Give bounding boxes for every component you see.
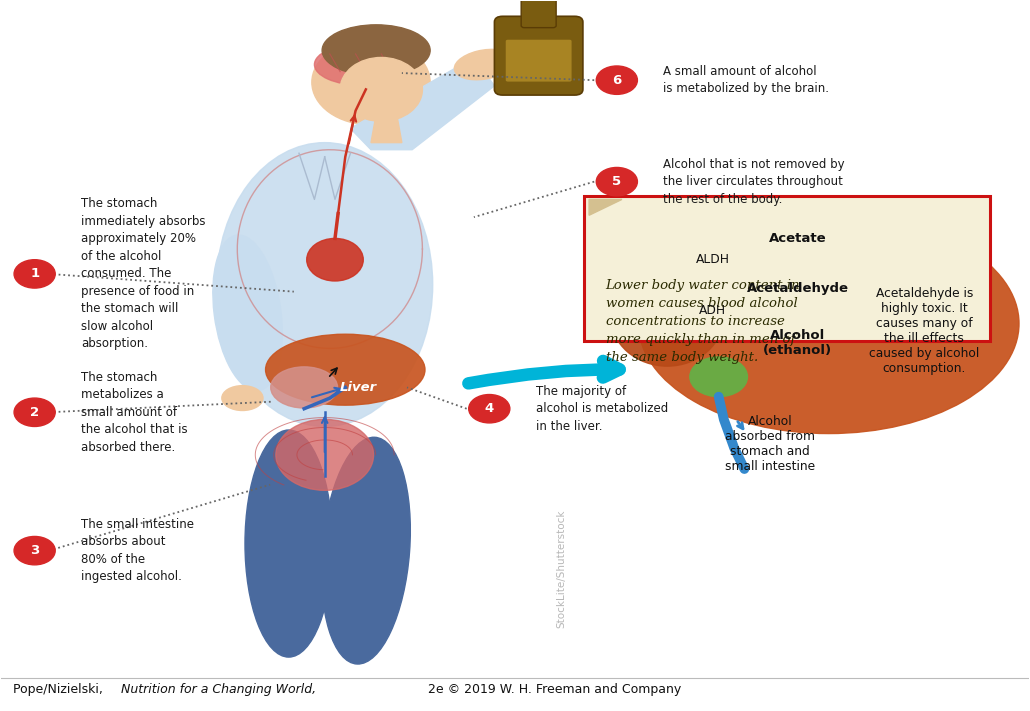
Ellipse shape (307, 238, 364, 281)
Circle shape (729, 307, 750, 321)
Text: Acetate: Acetate (769, 232, 827, 245)
Circle shape (719, 312, 740, 326)
Circle shape (740, 312, 760, 326)
Text: 1: 1 (30, 267, 39, 280)
Polygon shape (589, 199, 622, 215)
Text: Pope/Nizielski,: Pope/Nizielski, (13, 683, 107, 695)
FancyBboxPatch shape (521, 0, 556, 28)
Text: 2e © 2019 W. H. Freeman and Company: 2e © 2019 W. H. Freeman and Company (424, 683, 682, 695)
Ellipse shape (314, 44, 407, 85)
FancyBboxPatch shape (584, 196, 990, 341)
Ellipse shape (221, 385, 263, 410)
Text: Alcohol
(ethanol): Alcohol (ethanol) (763, 328, 832, 357)
Circle shape (469, 395, 510, 423)
Ellipse shape (340, 58, 422, 122)
Text: The stomach
metabolizes a
small amount of
the alcohol that is
absorbed there.: The stomach metabolizes a small amount o… (81, 370, 187, 454)
Polygon shape (350, 58, 494, 150)
Text: The small intestine
absorbs about
80% of the
ingested alcohol.: The small intestine absorbs about 80% of… (81, 518, 194, 584)
Text: ADH: ADH (699, 304, 726, 317)
Ellipse shape (321, 437, 410, 664)
Text: StockLite/Shutterstock: StockLite/Shutterstock (556, 509, 566, 628)
Ellipse shape (639, 213, 1019, 434)
Ellipse shape (271, 367, 338, 408)
FancyBboxPatch shape (494, 16, 583, 95)
Ellipse shape (245, 430, 333, 657)
Text: Liver: Liver (340, 381, 377, 394)
Text: Lower body water content in
women causes blood alcohol
concentrations to increas: Lower body water content in women causes… (606, 279, 800, 364)
Ellipse shape (213, 235, 282, 391)
Text: A small amount of alcohol
is metabolized by the brain.: A small amount of alcohol is metabolized… (663, 65, 829, 95)
Ellipse shape (312, 40, 431, 125)
Circle shape (729, 256, 750, 270)
Circle shape (14, 260, 56, 288)
Ellipse shape (454, 49, 514, 80)
Circle shape (719, 261, 740, 275)
Ellipse shape (322, 25, 431, 76)
Text: 5: 5 (612, 175, 621, 188)
Circle shape (690, 357, 748, 397)
Text: The majority of
alcohol is metabolized
in the liver.: The majority of alcohol is metabolized i… (536, 385, 667, 433)
Text: 2: 2 (30, 406, 39, 419)
Circle shape (596, 168, 638, 196)
Ellipse shape (266, 334, 425, 405)
Text: 4: 4 (485, 402, 494, 415)
Circle shape (14, 398, 56, 427)
Circle shape (740, 261, 760, 275)
Ellipse shape (611, 267, 724, 366)
Circle shape (14, 537, 56, 565)
FancyBboxPatch shape (506, 40, 572, 82)
Text: ALDH: ALDH (695, 253, 729, 266)
Ellipse shape (276, 419, 374, 491)
Text: 3: 3 (30, 544, 39, 557)
Text: 6: 6 (612, 74, 621, 87)
Text: Alcohol
absorbed from
stomach and
small intestine: Alcohol absorbed from stomach and small … (725, 415, 815, 474)
Text: Alcohol that is not removed by
the liver circulates throughout
the rest of the b: Alcohol that is not removed by the liver… (663, 158, 845, 205)
Polygon shape (371, 114, 402, 143)
Ellipse shape (216, 143, 433, 427)
Text: Acetaldehyde: Acetaldehyde (747, 282, 849, 294)
Text: The stomach
immediately absorbs
approximately 20%
of the alcohol
consumed. The
p: The stomach immediately absorbs approxim… (81, 198, 205, 351)
Circle shape (596, 66, 638, 95)
FancyBboxPatch shape (1, 0, 1029, 678)
Text: Nutrition for a Changing World,: Nutrition for a Changing World, (122, 683, 316, 695)
Text: Acetaldehyde is
highly toxic. It
causes many of
the ill effects
caused by alcoho: Acetaldehyde is highly toxic. It causes … (869, 287, 980, 375)
